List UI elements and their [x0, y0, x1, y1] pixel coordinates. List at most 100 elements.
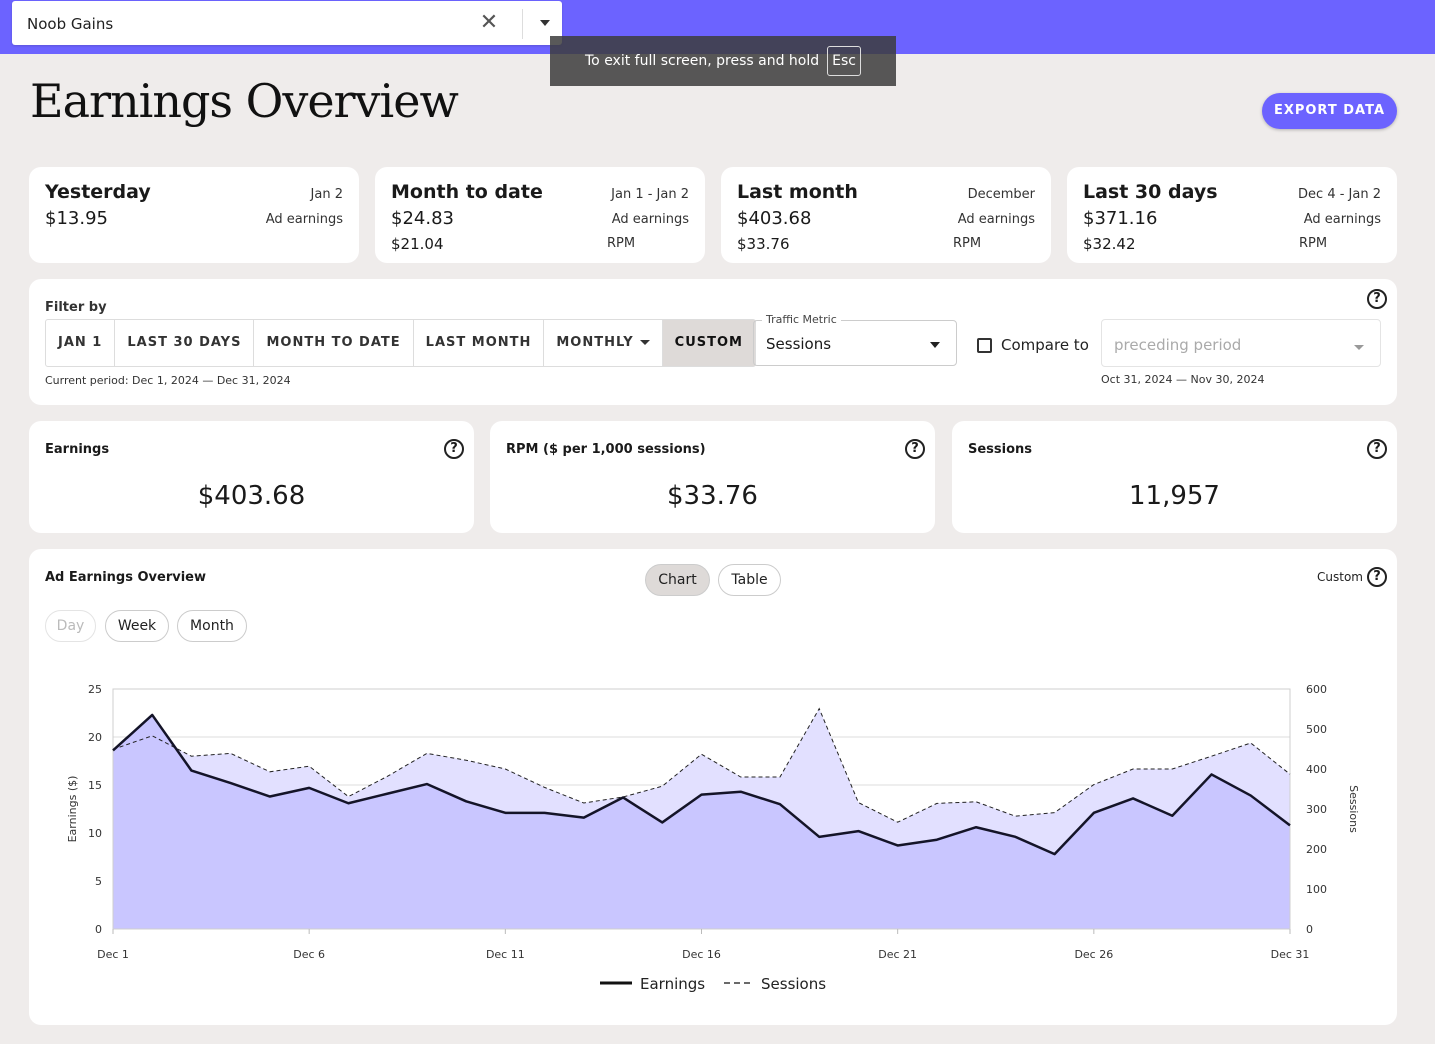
y-right-tick-label: 600 — [1306, 683, 1327, 696]
legend-sessions-label: Sessions — [761, 975, 826, 993]
question-circle-icon[interactable]: ? — [1367, 567, 1387, 587]
granularity-month-button[interactable]: Month — [177, 610, 247, 642]
tab-table[interactable]: Table — [718, 564, 781, 596]
compare-period-placeholder: preceding period — [1114, 336, 1242, 354]
chevron-down-icon — [1354, 345, 1364, 350]
filter-option-label: LAST 30 DAYS — [127, 335, 242, 350]
earnings-line — [112, 713, 1291, 856]
question-circle-icon[interactable]: ? — [1367, 289, 1387, 309]
chevron-down-icon — [930, 342, 940, 348]
filter-panel: Filter by JAN 1 LAST 30 DAYS MONTH TO DATE… — [29, 279, 1397, 405]
summary-card-title: Yesterday — [45, 181, 151, 203]
summary-card-value-label: Ad earnings — [265, 212, 343, 227]
ad-earnings-chart-card: Ad Earnings Overview Chart Table Custom … — [29, 549, 1397, 1025]
filter-option-last-month[interactable]: LAST MONTH — [414, 320, 545, 366]
filter-option-label: LAST MONTH — [425, 335, 532, 350]
filter-option-last-30-days[interactable]: LAST 30 DAYS — [115, 320, 255, 366]
earnings-area — [113, 714, 1290, 929]
page-title: Earnings Overview — [30, 74, 459, 128]
y-left-tick-label: 20 — [88, 731, 102, 744]
summary-card-value: $24.83 — [391, 208, 454, 229]
summary-card-rpm-label: RPM — [1299, 236, 1328, 251]
y-left-tick-label: 25 — [88, 683, 102, 696]
site-selector[interactable]: Noob Gains ✕ — [12, 1, 562, 45]
filter-options: JAN 1 LAST 30 DAYS MONTH TO DATE LAST MONTH… — [45, 319, 756, 367]
y-right-axis-label: Sessions — [1347, 785, 1360, 833]
y-left-tick-label: 15 — [88, 779, 102, 792]
kpi-title: Sessions — [968, 442, 1033, 457]
x-tick-label: Dec 31 — [1271, 948, 1310, 961]
x-tick-label: Dec 6 — [293, 948, 325, 961]
legend-earnings-label: Earnings — [640, 975, 705, 993]
export-data-button[interactable]: EXPORT DATA — [1262, 93, 1397, 129]
chart-section-title: Ad Earnings Overview — [45, 570, 207, 585]
filter-option-label: JAN 1 — [58, 335, 103, 350]
summary-card: Month to date Jan 1 - Jan 2 $24.83 Ad earni… — [375, 167, 705, 263]
summary-card-value: $13.95 — [45, 208, 108, 229]
divider — [522, 9, 523, 39]
summary-card-range: Dec 4 - Jan 2 — [1298, 187, 1381, 202]
earnings-sessions-chart: 0 5 10 15 20 25 0 100 200 300 400 500 600 Dec 1 Dec 6 D… — [66, 683, 1360, 993]
summary-card-title: Month to date — [391, 181, 543, 203]
filter-option-jan-1[interactable]: JAN 1 — [46, 320, 116, 366]
fullscreen-notice: To exit full screen, press and hold Esc — [550, 36, 896, 86]
filter-option-monthly[interactable]: MONTHLY — [544, 320, 663, 366]
kpi-card: Sessions 11,957? — [952, 421, 1397, 533]
tab-chart[interactable]: Chart — [645, 564, 710, 596]
x-tick-label: Dec 21 — [878, 948, 917, 961]
caret-down-icon — [639, 340, 650, 345]
summary-card-rpm: $21.04 — [391, 235, 444, 253]
summary-card: Last 30 days Dec 4 - Jan 2 $371.16 Ad earni… — [1067, 167, 1397, 263]
x-tick-label: Dec 11 — [486, 948, 525, 961]
kpi-value: $33.76 — [667, 481, 758, 511]
summary-card-range: December — [967, 187, 1035, 202]
fullscreen-notice-text: To exit full screen, press and hold — [585, 53, 820, 69]
summary-card-rpm: $33.76 — [737, 235, 790, 253]
summary-card-title: Last month — [737, 181, 858, 203]
granularity-week-button[interactable]: Week — [105, 610, 169, 642]
y-right-tick-label: 300 — [1306, 803, 1327, 816]
filter-option-label: MONTH TO DATE — [266, 335, 401, 350]
kpi-card: RPM ($ per 1,000 sessions) $33.76? — [490, 421, 935, 533]
compare-label[interactable]: Compare to — [1001, 336, 1089, 354]
summary-card: Last month December $403.68 Ad earnings $33.… — [721, 167, 1051, 263]
y-right-tick-label: 0 — [1306, 923, 1313, 936]
compare-period-range: Oct 31, 2024 — Nov 30, 2024 — [1101, 373, 1265, 386]
y-right-tick-label: 200 — [1306, 843, 1327, 856]
filter-option-month-to-date[interactable]: MONTH TO DATE — [254, 320, 414, 366]
compare-checkbox[interactable] — [977, 338, 992, 353]
question-circle-icon[interactable]: ? — [1367, 439, 1387, 459]
compare-period-select[interactable]: preceding period — [1101, 319, 1381, 367]
y-left-tick-label: 10 — [88, 827, 102, 840]
summary-card-value: $403.68 — [737, 208, 812, 229]
traffic-metric-value: Sessions — [766, 335, 832, 353]
traffic-metric-label: Traffic Metric — [762, 313, 841, 326]
y-left-axis-label: Earnings ($) — [66, 776, 79, 843]
summary-card-title: Last 30 days — [1083, 181, 1218, 203]
filter-option-label: CUSTOM — [674, 335, 743, 350]
summary-card-value-label: Ad earnings — [957, 212, 1035, 227]
kpi-title: Earnings — [45, 442, 110, 457]
y-right-tick-label: 400 — [1306, 763, 1327, 776]
summary-card-value: $371.16 — [1083, 208, 1158, 229]
summary-card-range: Jan 1 - Jan 2 — [611, 187, 689, 202]
site-selector-value: Noob Gains — [27, 15, 114, 33]
current-period: Current period: Dec 1, 2024 — Dec 31, 20… — [45, 374, 291, 387]
y-left-tick-label: 5 — [95, 875, 102, 888]
filter-label: Filter by — [45, 300, 107, 315]
esc-key: Esc — [827, 46, 861, 76]
question-circle-icon[interactable]: ? — [444, 439, 464, 459]
kpi-title: RPM ($ per 1,000 sessions) — [506, 442, 706, 457]
question-circle-icon[interactable]: ? — [905, 439, 925, 459]
filter-option-custom[interactable]: CUSTOM — [662, 320, 755, 366]
sessions-line — [112, 707, 1291, 823]
chevron-down-icon[interactable] — [540, 20, 550, 26]
kpi-card: Earnings $403.68? — [29, 421, 474, 533]
clear-icon[interactable]: ✕ — [479, 10, 499, 35]
x-tick-label: Dec 1 — [97, 948, 129, 961]
summary-card-rpm: $32.42 — [1083, 235, 1136, 253]
x-tick-label: Dec 26 — [1074, 948, 1113, 961]
summary-card-range: Jan 2 — [310, 187, 343, 202]
traffic-metric-select[interactable]: Traffic Metric Sessions — [753, 313, 957, 366]
summary-card-rpm-label: RPM — [607, 236, 636, 251]
